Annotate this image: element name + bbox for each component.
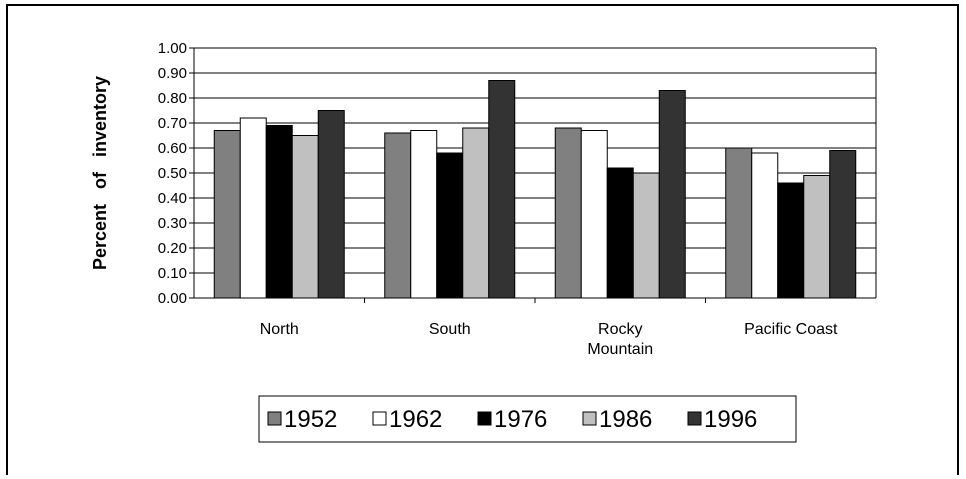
x-tick-label: North <box>260 321 299 338</box>
bar-1996 <box>829 150 857 299</box>
legend-label: 1952 <box>284 406 337 433</box>
legend-swatch-1952 <box>267 411 282 426</box>
legend-label: 1996 <box>704 406 757 433</box>
bar-1952 <box>384 132 412 299</box>
y-tick-label: 0.70 <box>158 115 187 132</box>
x-tick-label: Pacific Coast <box>744 321 838 338</box>
legend-box <box>258 395 797 443</box>
bar-1986 <box>291 135 319 299</box>
bar-1976 <box>265 125 293 299</box>
x-tick-label: Mountain <box>587 341 653 358</box>
bar-1952 <box>554 127 582 299</box>
bar-1952 <box>213 130 241 299</box>
x-tick-label: Rocky <box>598 321 642 338</box>
legend-swatch-1962 <box>372 411 387 426</box>
bar-1986 <box>803 175 831 299</box>
bar-1976 <box>606 167 634 299</box>
y-tick-label: 0.90 <box>158 65 187 82</box>
y-tick-label: 0.40 <box>158 190 187 207</box>
bar-1976 <box>777 182 805 299</box>
bar-1952 <box>725 147 753 299</box>
legend-swatch-1996 <box>687 411 702 426</box>
y-tick-label: 0.30 <box>158 215 187 232</box>
bar-1962 <box>239 117 267 299</box>
legend-label: 1986 <box>599 406 652 433</box>
y-axis-label: Percent of inventory <box>90 76 110 270</box>
bar-1976 <box>436 152 464 299</box>
y-tick-label: 0.20 <box>158 240 187 257</box>
bar-1986 <box>632 172 660 299</box>
x-tick-label: South <box>429 321 471 338</box>
bar-1986 <box>462 127 490 299</box>
bar-1996 <box>658 90 686 299</box>
legend-label: 1962 <box>389 406 442 433</box>
y-tick-label: 0.50 <box>158 165 187 182</box>
bar-1996 <box>488 80 516 299</box>
legend-label: 1976 <box>494 406 547 433</box>
bar-1996 <box>317 110 345 299</box>
y-tick-label: 0.00 <box>158 290 187 307</box>
bar-1962 <box>580 130 608 299</box>
y-tick-label: 0.80 <box>158 90 187 107</box>
bar-1962 <box>410 130 438 299</box>
legend-swatch-1976 <box>477 411 492 426</box>
legend-swatch-1986 <box>582 411 597 426</box>
y-tick-label: 0.60 <box>158 140 187 157</box>
bar-1962 <box>751 152 779 299</box>
y-tick-label: 0.10 <box>158 265 187 282</box>
y-tick-label: 1.00 <box>158 40 187 57</box>
